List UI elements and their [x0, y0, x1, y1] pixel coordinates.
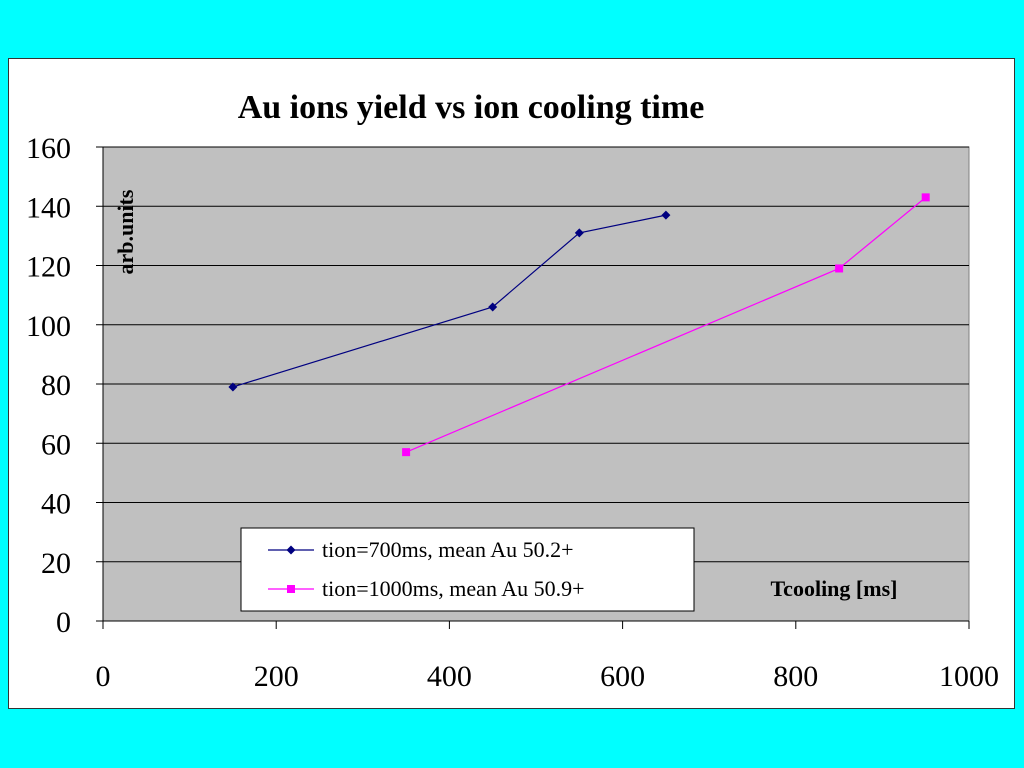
- data-point: [228, 382, 238, 392]
- y-tick-label: 120: [26, 251, 71, 284]
- grid-lines: [103, 146, 969, 563]
- x-tick-label: 600: [600, 660, 645, 693]
- y-tick-label: 100: [26, 310, 71, 343]
- legend-box: [240, 527, 695, 612]
- y-axis-ticks: 0 20 40 60 80 100 120 140 160: [26, 132, 103, 639]
- data-point: [921, 193, 930, 202]
- x-tick-label: 800: [773, 660, 818, 693]
- x-tick-label: 0: [96, 660, 111, 693]
- chart-title: Au ions yield vs ion cooling time: [238, 89, 705, 126]
- series-1: [228, 210, 671, 392]
- y-tick-label: 80: [41, 369, 71, 402]
- y-tick-label: 40: [41, 488, 71, 521]
- data-point: [835, 264, 844, 273]
- y-tick-label: 140: [26, 191, 71, 224]
- legend-item: tion=700ms, mean Au 50.2+: [268, 537, 574, 562]
- x-tick-label: 200: [254, 660, 299, 693]
- y-tick-label: 0: [56, 606, 71, 639]
- y-tick-label: 20: [41, 547, 71, 580]
- y-tick-label: 60: [41, 428, 71, 461]
- data-point: [574, 228, 584, 238]
- x-axis-label: Tcooling [ms]: [771, 576, 898, 601]
- legend-label: tion=700ms, mean Au 50.2+: [322, 537, 574, 562]
- data-point: [661, 210, 671, 220]
- legend-label: tion=1000ms, mean Au 50.9+: [322, 576, 585, 601]
- data-point: [488, 302, 498, 312]
- y-axis-label: arb.units: [113, 189, 138, 274]
- legend: tion=700ms, mean Au 50.2+ tion=1000ms, me…: [240, 527, 695, 612]
- y-tick-label: 160: [26, 132, 71, 165]
- legend-item: tion=1000ms, mean Au 50.9+: [268, 576, 585, 601]
- x-axis-ticks: 0 200 400 600 800 1000: [96, 621, 999, 693]
- x-tick-label: 400: [427, 660, 472, 693]
- series-line: [232, 214, 667, 388]
- series-layer: [228, 193, 930, 457]
- data-point: [402, 448, 411, 457]
- series-2: [402, 193, 930, 457]
- x-tick-label: 1000: [939, 660, 999, 693]
- data-point: [287, 585, 295, 593]
- data-point: [286, 545, 296, 555]
